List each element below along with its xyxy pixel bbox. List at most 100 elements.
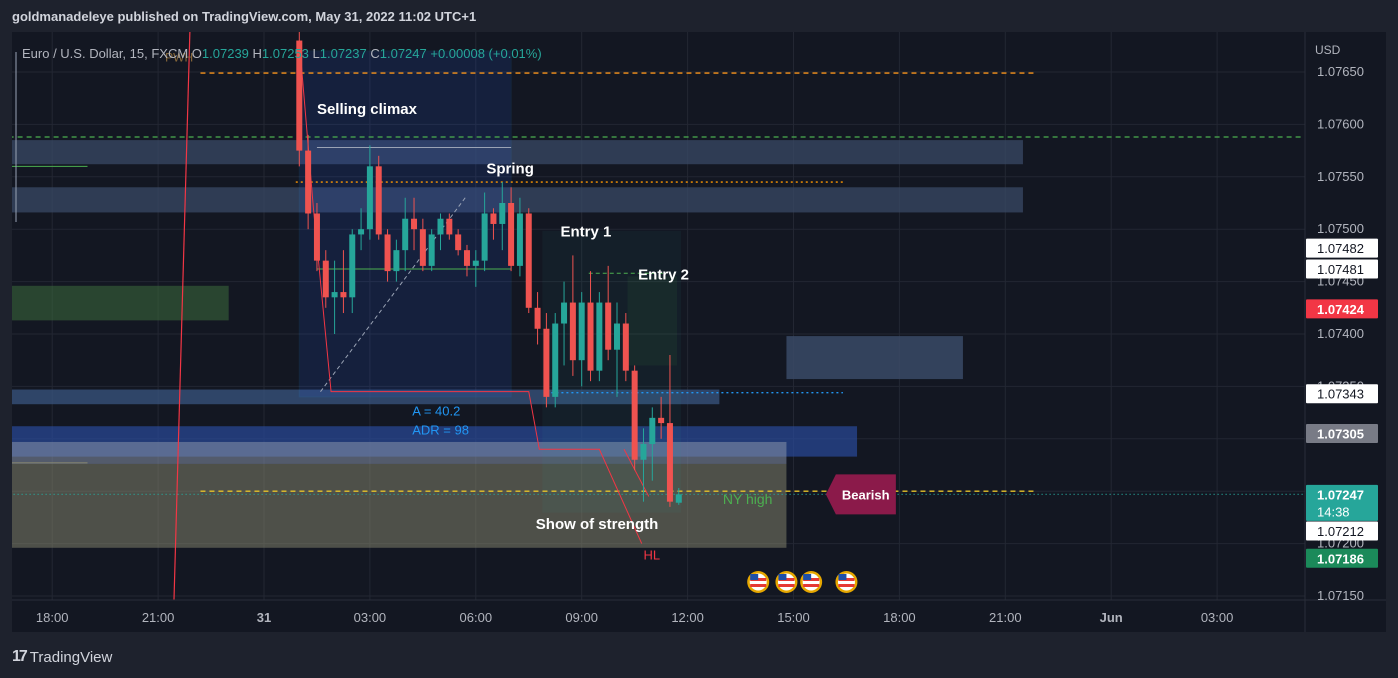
candle-body bbox=[428, 234, 435, 266]
x-tick-label: 21:00 bbox=[989, 610, 1022, 625]
x-tick-label: Jun bbox=[1100, 610, 1123, 625]
x-tick-label: 15:00 bbox=[777, 610, 810, 625]
red-vertical-line bbox=[173, 32, 191, 600]
candle-body bbox=[666, 423, 673, 502]
annotation-label: HL bbox=[643, 547, 660, 562]
x-tick-label: 06:00 bbox=[460, 610, 493, 625]
candle-body bbox=[313, 213, 320, 261]
price-axis-badge bbox=[1306, 238, 1378, 258]
footer-brand[interactable]: 17 TradingView bbox=[12, 648, 112, 666]
candle-body bbox=[472, 260, 479, 266]
candle-body bbox=[552, 323, 559, 397]
price-axis-badge bbox=[1306, 521, 1378, 541]
candle-body bbox=[322, 260, 329, 298]
candle-body bbox=[402, 218, 409, 251]
annotation-label: Entry 1 bbox=[561, 224, 612, 241]
candle-body bbox=[463, 250, 470, 266]
candle-body bbox=[358, 229, 365, 235]
annotation-label: Selling climax bbox=[317, 101, 418, 118]
candle-body bbox=[622, 323, 629, 371]
annotation-label: A = 40.2 bbox=[412, 404, 460, 419]
price-axis-badge-label: 1.07343 bbox=[1317, 387, 1364, 402]
candle-body bbox=[569, 302, 576, 361]
candle-body bbox=[596, 302, 603, 371]
entry2-box bbox=[627, 276, 678, 366]
candle-body bbox=[455, 234, 462, 251]
candle-body bbox=[411, 218, 418, 230]
candle-body bbox=[340, 292, 347, 298]
diagonal-line bbox=[320, 197, 466, 392]
bearish-tag: Bearish bbox=[825, 474, 896, 515]
zone-box bbox=[12, 187, 1023, 213]
candle-body bbox=[305, 150, 312, 214]
y-tick-label: 1.07600 bbox=[1317, 116, 1364, 131]
annotation-label: PWH bbox=[165, 51, 193, 65]
candle-body bbox=[490, 213, 497, 224]
price-axis-badge-label: 1.07424 bbox=[1317, 302, 1365, 317]
x-tick-label: 21:00 bbox=[142, 610, 175, 625]
candle-body bbox=[499, 203, 506, 224]
tradingview-logo-icon: 17 bbox=[12, 648, 28, 665]
y-tick-label: 1.07150 bbox=[1317, 588, 1364, 603]
price-chart[interactable]: Selling climax Spring Entry 1 Entry 2 A = 40… bbox=[12, 32, 1386, 632]
zone-box bbox=[12, 140, 1023, 165]
candle-body bbox=[384, 234, 391, 272]
y-tick-label: 1.07550 bbox=[1317, 169, 1364, 184]
annotation-label: Entry 2 bbox=[638, 267, 689, 284]
price-axis-badge bbox=[1306, 299, 1378, 319]
candle-body bbox=[587, 302, 594, 371]
chart-frame[interactable]: Selling climax Spring Entry 1 Entry 2 A = 40… bbox=[12, 32, 1386, 632]
currency-label: USD bbox=[1315, 43, 1341, 57]
candle-body bbox=[349, 234, 356, 298]
zone-box bbox=[12, 389, 720, 405]
x-tick-label: 09:00 bbox=[565, 610, 598, 625]
price-axis-badge-label: 1.07305 bbox=[1317, 427, 1364, 442]
x-tick-label: 03:00 bbox=[354, 610, 387, 625]
x-tick-label: 18:00 bbox=[883, 610, 916, 625]
price-axis-badge-label: 1.07186 bbox=[1317, 551, 1364, 566]
us-event-flag-icon bbox=[775, 571, 798, 593]
price-axis-badge bbox=[1306, 548, 1378, 568]
price-axis-badge-label: 1.07212 bbox=[1317, 524, 1364, 539]
zone-box bbox=[12, 441, 787, 464]
us-event-flag-icon bbox=[747, 571, 770, 593]
zone-box bbox=[12, 285, 229, 321]
candle-body bbox=[649, 417, 656, 445]
candle-body bbox=[675, 494, 682, 503]
candle-body bbox=[534, 307, 541, 329]
annotation-label: Show of strength bbox=[536, 516, 659, 533]
candle-body bbox=[640, 444, 647, 460]
y-tick-label: 1.07400 bbox=[1317, 326, 1364, 341]
candle-body bbox=[366, 166, 373, 230]
price-axis-badge-label: 1.07482 bbox=[1317, 241, 1364, 256]
price-axis-badge-label: 1.07247 bbox=[1317, 487, 1364, 502]
x-tick-label: 18:00 bbox=[36, 610, 69, 625]
us-event-flag-icon bbox=[835, 571, 858, 593]
candle-body bbox=[525, 213, 532, 308]
candle-body bbox=[658, 417, 665, 424]
y-tick-label: 1.07650 bbox=[1317, 64, 1364, 79]
x-tick-label: 03:00 bbox=[1201, 610, 1234, 625]
red-path-line bbox=[623, 449, 650, 497]
candle-body bbox=[481, 213, 488, 261]
candle-body bbox=[296, 40, 303, 151]
entry-box bbox=[542, 230, 682, 513]
countdown-label: 14:38 bbox=[1317, 504, 1350, 519]
zone-box bbox=[12, 463, 787, 548]
x-tick-label: 12:00 bbox=[671, 610, 704, 625]
candle-body bbox=[578, 302, 585, 361]
us-event-flag-icon bbox=[800, 571, 823, 593]
candle-body bbox=[543, 328, 550, 397]
candle-body bbox=[614, 323, 620, 350]
price-axis-badge bbox=[1306, 259, 1378, 279]
price-axis-badge-label: 1.07481 bbox=[1317, 262, 1364, 277]
candle-body bbox=[375, 166, 382, 235]
candle-body bbox=[331, 292, 338, 298]
price-axis-badge bbox=[1306, 484, 1378, 521]
red-path-line bbox=[298, 40, 643, 544]
publish-header: goldmanadeleye published on TradingView.… bbox=[12, 9, 477, 24]
candle-body bbox=[437, 218, 444, 235]
x-tick-label: 31 bbox=[257, 610, 271, 625]
candle-body bbox=[419, 229, 426, 266]
candle-body bbox=[561, 302, 568, 324]
